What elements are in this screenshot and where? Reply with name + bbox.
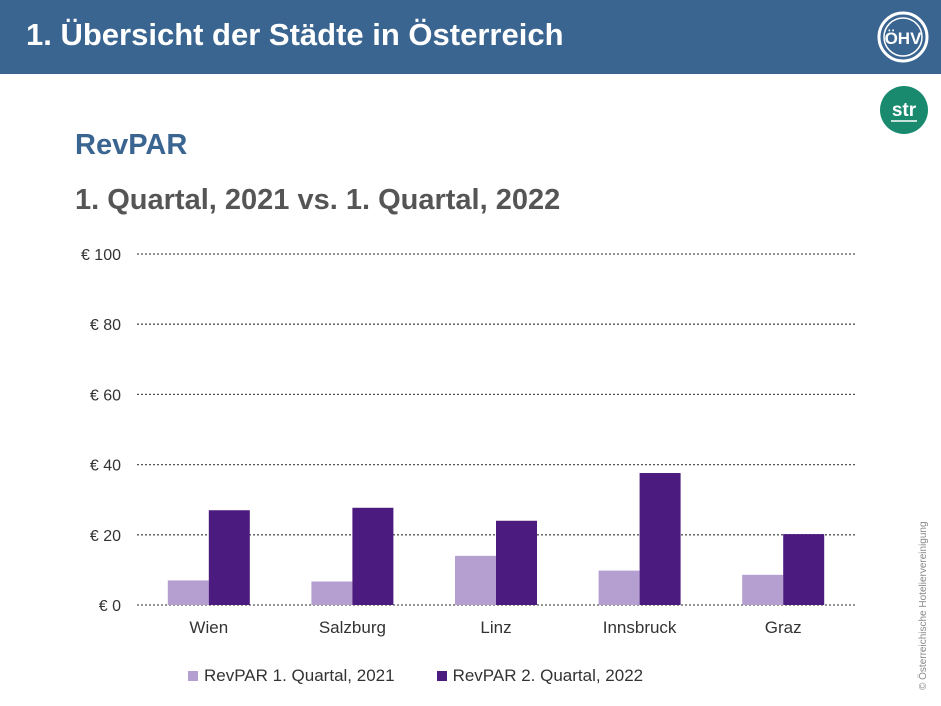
legend-label-2022: RevPAR 2. Quartal, 2022 bbox=[452, 666, 644, 685]
bar-chart: € 0 € 20 € 40 € 60 € 80 € 100 Wien Salzburg Linz… bbox=[81, 247, 855, 637]
chart-period: 1. Quartal, 2021 vs. 1. Quartal, 2022 bbox=[75, 184, 561, 216]
y-tick-label: € 60 bbox=[90, 387, 121, 404]
y-tick-label: € 0 bbox=[99, 598, 121, 615]
x-tick-label: Innsbruck bbox=[603, 618, 677, 637]
bar-2021-wien bbox=[167, 580, 209, 605]
x-tick-label: Linz bbox=[480, 618, 511, 637]
bar-2022-wien bbox=[208, 510, 250, 605]
chart-subtitle: RevPAR bbox=[75, 129, 188, 161]
bar-2022-salzburg bbox=[352, 507, 394, 605]
legend-label-2021: RevPAR 1. Quartal, 2021 bbox=[204, 666, 395, 685]
bar-2021-salzburg bbox=[311, 581, 353, 605]
legend-swatch-2022 bbox=[436, 671, 447, 681]
legend-swatch-2021 bbox=[188, 671, 198, 681]
legend-item-2022: RevPAR 2. Quartal, 2022 bbox=[436, 666, 644, 686]
y-tick-label: € 40 bbox=[90, 458, 121, 475]
svg-text:ÖHV: ÖHV bbox=[885, 29, 923, 48]
svg-text:str: str bbox=[892, 100, 917, 121]
header-banner: 1. Übersicht der Städte in Österreich ÖH… bbox=[0, 0, 941, 74]
y-tick-label: € 100 bbox=[81, 247, 121, 264]
page-title: 1. Übersicht der Städte in Österreich bbox=[26, 17, 564, 52]
legend-item-2021: RevPAR 1. Quartal, 2021 bbox=[188, 666, 395, 686]
copyright-note: © Österreichische Hoteliervereinigung bbox=[918, 521, 929, 690]
bar-2021-linz bbox=[455, 555, 496, 605]
y-tick-label: € 80 bbox=[90, 317, 121, 334]
x-tick-label: Wien bbox=[189, 618, 228, 637]
oehv-logo-icon: ÖHV bbox=[877, 11, 929, 63]
chart-legend: RevPAR 1. Quartal, 2021 RevPAR 2. Quarta… bbox=[188, 666, 685, 686]
x-tick-label: Salzburg bbox=[319, 618, 386, 637]
x-tick-label: Graz bbox=[765, 618, 802, 637]
y-tick-label: € 20 bbox=[90, 528, 121, 545]
bar-2022-graz bbox=[783, 534, 825, 605]
bar-2021-graz bbox=[742, 574, 784, 605]
bar-2022-linz bbox=[496, 520, 537, 605]
str-logo-icon: str bbox=[880, 86, 928, 134]
bar-2021-innsbruck bbox=[598, 570, 640, 605]
bar-2022-innsbruck bbox=[639, 473, 681, 605]
